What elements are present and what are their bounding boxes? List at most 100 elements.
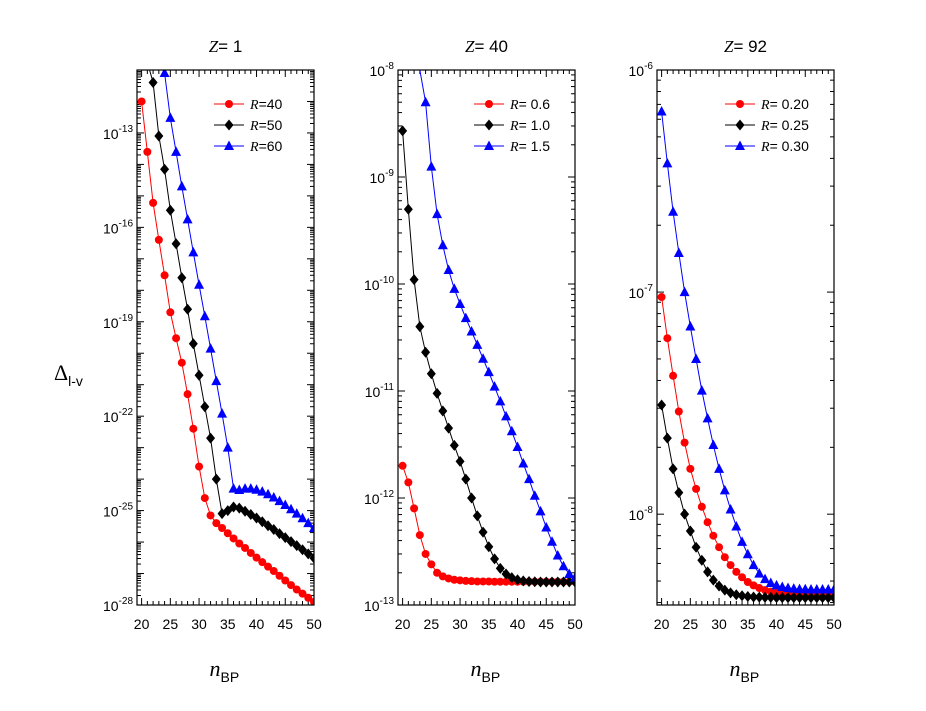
data-point [703,566,713,578]
data-point [304,593,313,602]
y-tick-label: 10-28 [103,596,133,614]
data-point [657,106,667,116]
x-tick-label: 25 [683,616,699,632]
series-line [402,130,575,583]
data-point [680,438,689,447]
data-point [264,562,273,571]
data-point [518,458,529,468]
data-point [472,510,482,522]
data-point [732,567,741,576]
data-point [461,576,470,585]
series-r-60 [159,70,314,532]
data-point [742,548,753,559]
data-point [506,425,517,436]
data-point [137,97,146,106]
data-point [240,505,250,517]
data-point [552,550,563,560]
data-point [461,473,471,485]
data-point [172,334,181,343]
x-tick-label: 30 [711,616,727,632]
data-point [223,529,232,538]
data-point [246,548,255,557]
series-group [398,70,575,588]
legend: R= 0.20 R= 0.25 R= 0.30 [725,96,809,155]
series-r-50 [148,70,314,564]
x-axis-label: nBP [471,656,501,685]
data-point [211,473,221,485]
data-point [432,387,442,399]
data-point [467,492,477,504]
data-point [663,334,672,343]
y-tick-label: 10-7 [629,283,654,301]
data-point [438,405,448,417]
x-tick-label: 20 [395,616,411,632]
data-point [818,592,828,604]
data-point [149,198,158,207]
y-tick-label: 10-25 [103,502,133,520]
data-point [823,592,833,604]
x-tick-label: 35 [740,616,756,632]
data-point [731,521,742,531]
series-line [661,404,834,599]
data-point [171,146,182,156]
data-point [194,369,204,381]
panels-container: 20 25 30 35 40 45 50 10-28 10-25 10-22 10-19 10-16 1… [103,37,842,685]
data-point [530,576,540,588]
data-point [697,502,706,511]
data-point [229,501,239,513]
data-point [725,503,736,514]
plot-frame [397,69,576,606]
data-point [449,283,460,293]
data-point [541,576,551,588]
x-tick-label: 40 [769,616,785,632]
data-point [708,574,718,586]
data-point [829,592,834,604]
series-r-1-0 [398,125,575,588]
x-tick-label: 30 [452,616,468,632]
legend-marker [485,100,493,108]
data-point [280,499,291,510]
data-point [165,204,175,216]
data-point [154,130,164,142]
data-point [298,544,308,556]
data-point [496,577,505,586]
data-point [258,558,267,567]
legend-label: R= 0.20 [760,96,809,113]
y-tick-label: 10-13 [103,124,133,142]
data-point [680,508,690,520]
x-tick-label: 35 [481,616,497,632]
legend: R= 0.6 R= 1.0 R= 1.5 [474,96,550,155]
data-point [274,495,285,506]
data-point [547,576,557,588]
x-tick-label: 25 [424,616,440,632]
data-point [286,503,297,514]
data-point [547,536,558,546]
data-point [456,576,465,585]
data-point [795,592,805,604]
data-point [252,553,261,562]
data-point [291,508,302,518]
y-tick-label: 10-19 [103,313,133,331]
data-point [708,439,719,449]
y-tick-label: 10-9 [370,168,395,186]
data-point [398,125,408,137]
data-point [245,483,256,493]
data-point [783,592,793,604]
data-point [183,390,192,399]
data-point [426,161,437,171]
legend-label: R=40 [249,96,283,113]
data-point [692,484,701,493]
data-point [206,432,216,444]
x-tick-label: 30 [191,616,207,632]
series-group [657,106,834,604]
data-point [754,568,765,578]
plot-frame [136,69,315,606]
data-point [489,381,500,391]
data-point [460,312,471,323]
data-point [148,77,158,89]
data-point [466,325,477,336]
x-axis-label: nBP [210,656,240,685]
data-point [748,559,759,570]
data-point [529,490,540,500]
data-point [541,522,552,532]
